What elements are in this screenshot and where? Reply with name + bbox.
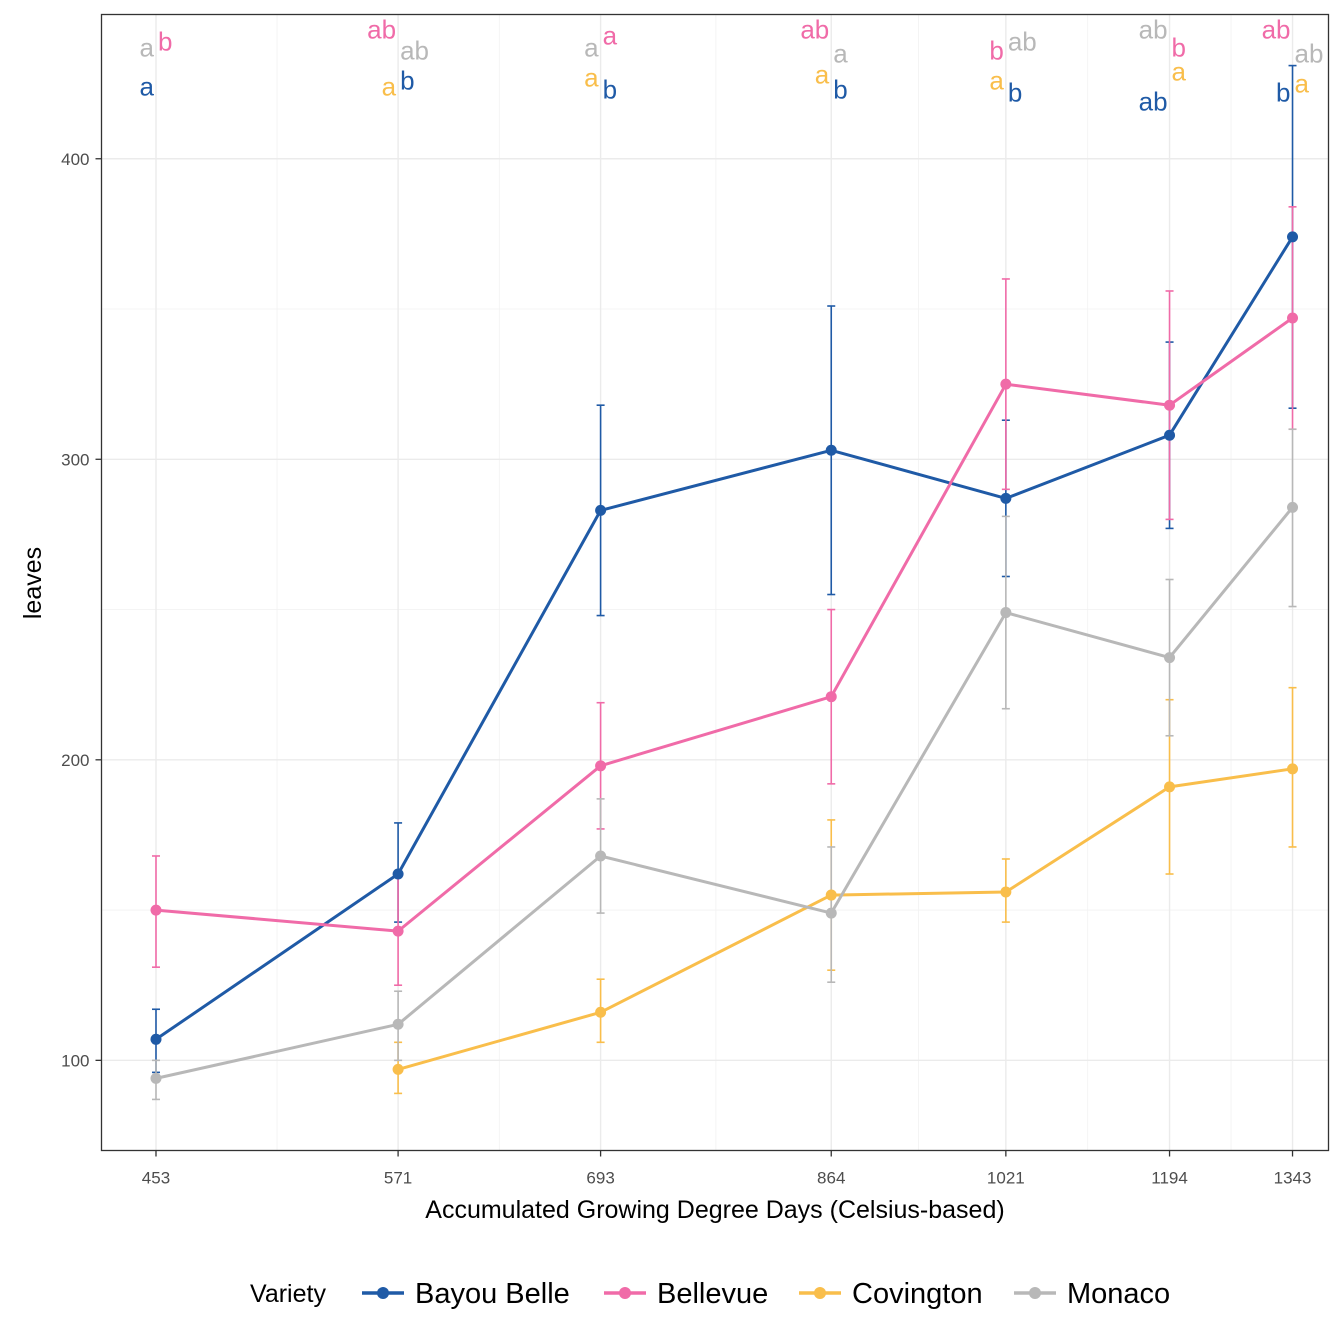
data-point-bayou-belle bbox=[825, 444, 837, 456]
significance-letter-monaco: a bbox=[140, 33, 155, 63]
data-point-bellevue bbox=[1287, 312, 1299, 324]
significance-letter-covington: a bbox=[815, 60, 830, 90]
y-axis-title: leaves bbox=[19, 547, 47, 619]
error-bar-monaco bbox=[1288, 428, 1297, 608]
data-point-bayou-belle bbox=[595, 504, 607, 516]
x-tick-label: 453 bbox=[142, 1169, 170, 1188]
significance-letter-covington: a bbox=[1295, 69, 1310, 99]
y-tick-label: 300 bbox=[61, 450, 89, 469]
significance-letter-monaco: ab bbox=[1139, 15, 1168, 45]
plot-border bbox=[100, 13, 1330, 1152]
significance-letter-bellevue: ab bbox=[1262, 15, 1291, 45]
data-point-monaco bbox=[825, 907, 837, 919]
data-point-covington bbox=[1164, 781, 1176, 793]
legend-swatch-point bbox=[1029, 1287, 1041, 1299]
significance-letter-bellevue: ab bbox=[800, 15, 829, 45]
data-point-monaco bbox=[1164, 652, 1176, 664]
legend-label: Monaco bbox=[1067, 1278, 1170, 1310]
significance-letter-monaco: ab bbox=[400, 36, 429, 66]
significance-letter-monaco: ab bbox=[1295, 39, 1324, 69]
legend-item-covington: Covington bbox=[799, 1278, 983, 1310]
data-point-covington bbox=[825, 889, 837, 901]
x-axis-ticks: 453 571 693 864 1021 1194 1343 bbox=[142, 1150, 1312, 1188]
data-point-monaco bbox=[150, 1072, 162, 1084]
legend-swatch-point bbox=[619, 1287, 631, 1299]
data-point-bellevue bbox=[1164, 399, 1176, 411]
data-point-monaco bbox=[595, 850, 607, 862]
plot-background bbox=[101, 14, 1329, 1151]
data-points bbox=[150, 231, 1299, 1084]
legend-item-bayou-belle: Bayou Belle bbox=[362, 1278, 570, 1310]
significance-letter-covington: a bbox=[584, 63, 599, 93]
data-point-bayou-belle bbox=[1287, 231, 1299, 243]
legend-title: Variety bbox=[250, 1280, 326, 1308]
x-tick-label: 1194 bbox=[1151, 1169, 1188, 1188]
significance-letter-bellevue: ab bbox=[367, 15, 396, 45]
legend-swatch-point bbox=[814, 1287, 826, 1299]
significance-letter-bayou-belle: ab bbox=[1139, 87, 1168, 117]
significance-letter-bayou-belle: b bbox=[603, 75, 617, 105]
y-tick-label: 100 bbox=[61, 1051, 89, 1070]
data-point-covington bbox=[1000, 886, 1012, 898]
significance-letter-bayou-belle: b bbox=[1276, 78, 1290, 108]
data-point-bellevue bbox=[392, 925, 404, 937]
legend-item-bellevue: Bellevue bbox=[604, 1278, 768, 1310]
significance-letter-monaco: a bbox=[584, 33, 599, 63]
data-point-monaco bbox=[1287, 501, 1299, 513]
data-point-bayou-belle bbox=[150, 1033, 162, 1045]
significance-letter-bayou-belle: b bbox=[1008, 78, 1022, 108]
x-tick-label: 571 bbox=[384, 1169, 412, 1188]
data-point-bayou-belle bbox=[392, 868, 404, 880]
data-point-covington bbox=[1287, 763, 1299, 775]
data-point-bellevue bbox=[825, 691, 837, 703]
significance-letter-bellevue: b bbox=[158, 27, 172, 57]
legend-label: Bellevue bbox=[657, 1278, 768, 1310]
significance-letter-covington: a bbox=[989, 66, 1004, 96]
significance-letter-bayou-belle: b bbox=[833, 75, 847, 105]
y-tick-label: 400 bbox=[61, 150, 89, 169]
significance-letter-bayou-belle: a bbox=[140, 72, 155, 102]
x-tick-label: 1021 bbox=[987, 1169, 1025, 1188]
data-point-bellevue bbox=[1000, 378, 1012, 390]
significance-letter-bayou-belle: b bbox=[400, 66, 414, 96]
legend-swatch-point bbox=[377, 1287, 389, 1299]
x-axis-title: Accumulated Growing Degree Days (Celsius… bbox=[425, 1196, 1004, 1224]
x-tick-label: 693 bbox=[586, 1169, 614, 1188]
data-point-bellevue bbox=[150, 904, 162, 916]
y-axis-ticks: 100 200 300 400 bbox=[61, 150, 102, 1070]
x-tick-label: 1343 bbox=[1274, 1169, 1312, 1188]
significance-letter-monaco: ab bbox=[1008, 27, 1037, 57]
data-point-bayou-belle bbox=[1164, 429, 1176, 441]
data-point-covington bbox=[595, 1006, 607, 1018]
y-tick-label: 200 bbox=[61, 751, 89, 770]
data-point-covington bbox=[392, 1063, 404, 1075]
significance-letter-bellevue: a bbox=[603, 21, 618, 51]
legend-label: Bayou Belle bbox=[415, 1278, 570, 1310]
data-point-bellevue bbox=[595, 760, 607, 772]
significance-letter-bellevue: b bbox=[1172, 33, 1186, 63]
legend: Variety Bayou Belle Bellevue Covington Mona… bbox=[250, 1278, 1170, 1310]
data-point-monaco bbox=[1000, 607, 1012, 619]
significance-letter-covington: a bbox=[1172, 57, 1187, 87]
significance-letter-bellevue: b bbox=[989, 36, 1003, 66]
legend-label: Covington bbox=[852, 1278, 983, 1310]
legend-item-monaco: Monaco bbox=[1014, 1278, 1170, 1310]
significance-letter-monaco: a bbox=[833, 39, 848, 69]
x-tick-label: 864 bbox=[817, 1169, 845, 1188]
data-point-bayou-belle bbox=[1000, 492, 1012, 504]
series-line-covington bbox=[397, 767, 1293, 1071]
significance-letter-covington: a bbox=[382, 72, 397, 102]
data-point-monaco bbox=[392, 1018, 404, 1030]
